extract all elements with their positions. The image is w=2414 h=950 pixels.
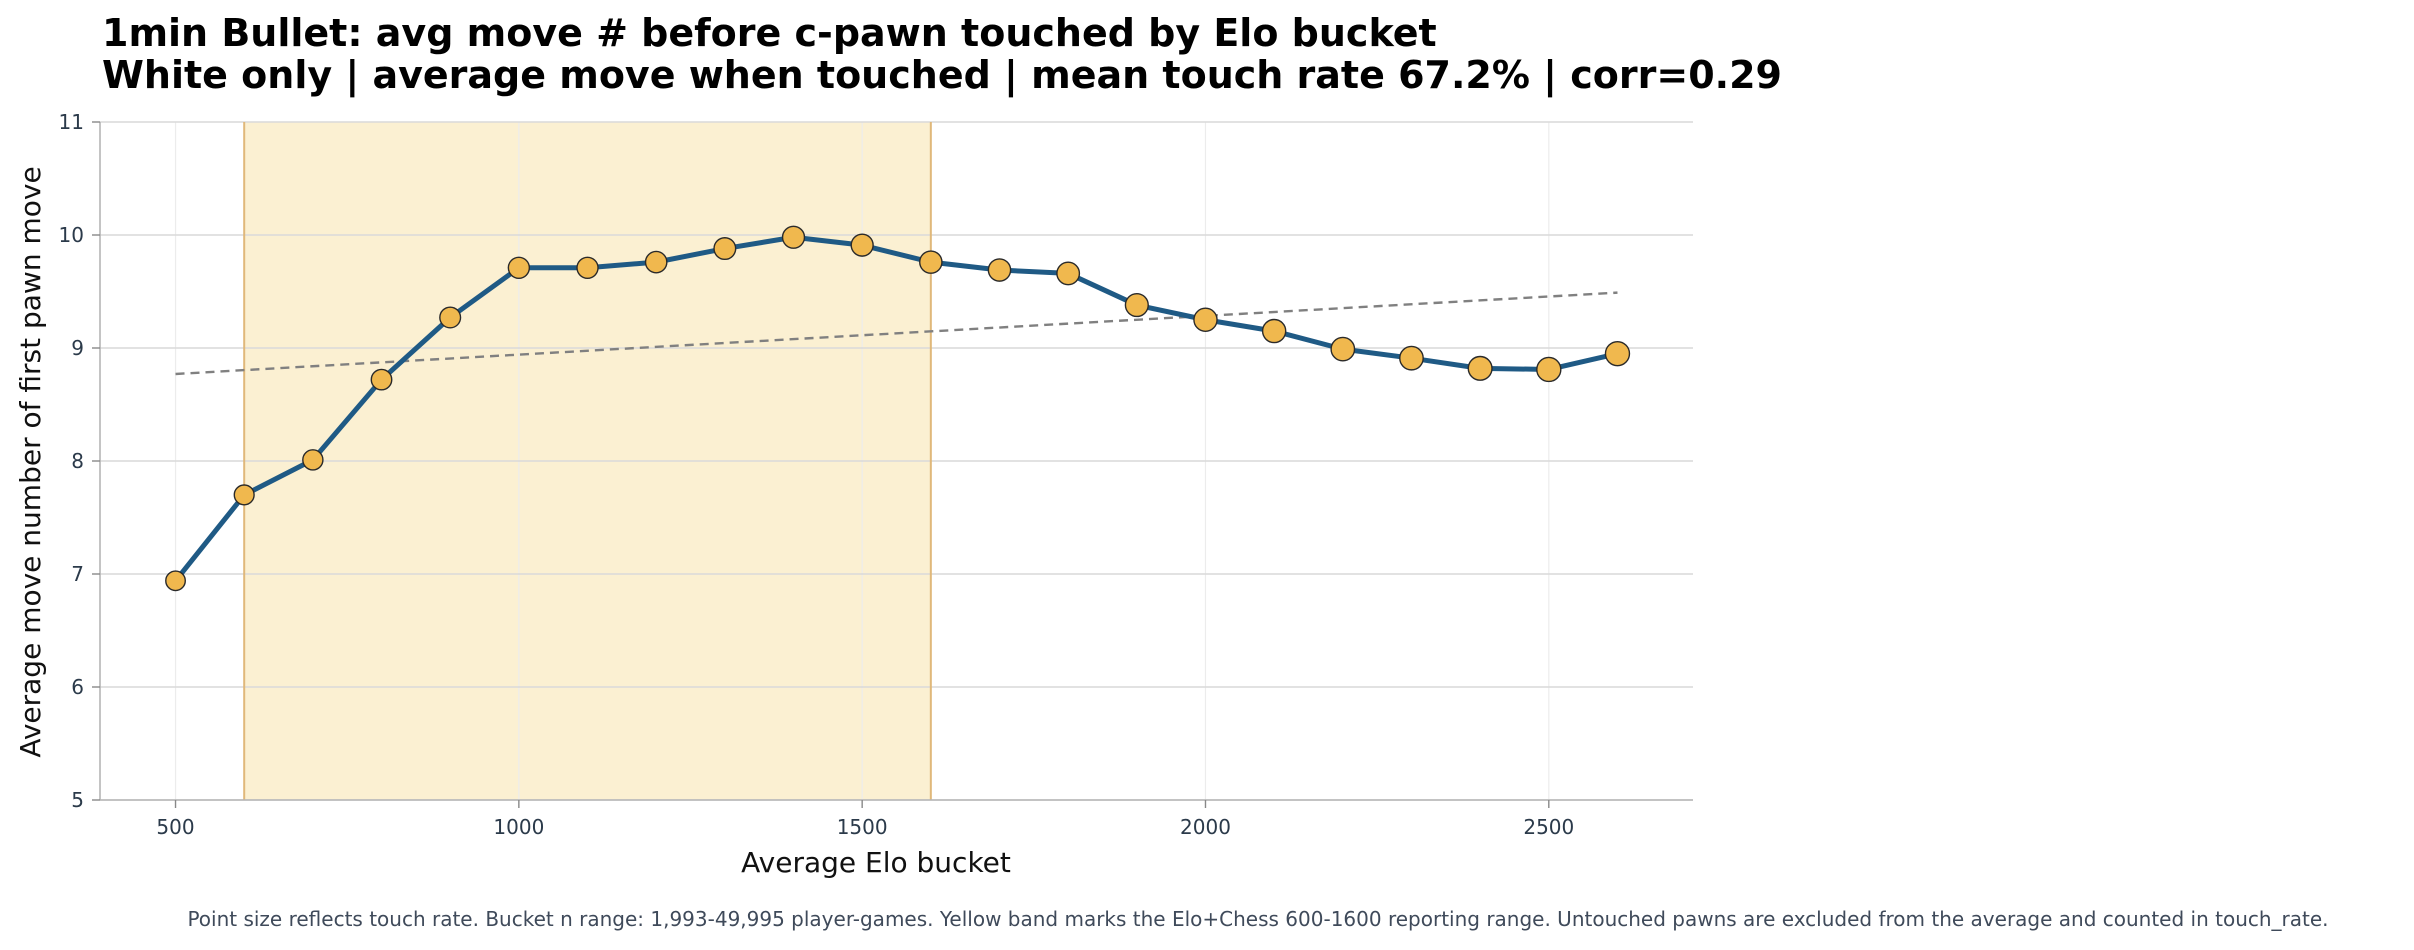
chart-subtitle: White only | average move when touched |… — [102, 53, 1782, 98]
series-line — [173, 234, 1620, 584]
y-tick-label: 11 — [59, 110, 84, 134]
data-point — [233, 484, 255, 506]
chart-footnote: Point size reflects touch rate. Bucket n… — [187, 907, 2328, 931]
plot-area: 500 1000 1500 2000 2500 5 6 7 8 9 10 11 — [59, 110, 1693, 839]
x-tick-label: 1000 — [493, 815, 544, 839]
data-point — [1399, 345, 1424, 371]
y-tick-label: 7 — [71, 562, 84, 586]
data-point — [370, 368, 393, 391]
y-tick-label: 5 — [71, 788, 84, 812]
x-axis-label: Average Elo bucket — [741, 846, 1011, 879]
y-tick-label: 10 — [59, 223, 84, 247]
chart-title: 1min Bullet: avg move # before c-pawn to… — [102, 11, 1437, 55]
data-point — [1604, 340, 1631, 367]
data-point — [302, 449, 324, 471]
x-tick-label: 2000 — [1180, 815, 1231, 839]
data-point — [1536, 356, 1562, 383]
x-tick-label: 2500 — [1523, 815, 1574, 839]
data-point — [507, 256, 531, 279]
data-point — [713, 237, 737, 261]
data-point — [1056, 261, 1081, 286]
x-tick-label: 1500 — [837, 815, 888, 839]
y-tick-label: 8 — [71, 449, 84, 473]
data-point — [919, 250, 943, 274]
data-point — [850, 233, 874, 257]
trend-line — [175, 291, 1618, 376]
data-point — [781, 225, 806, 249]
data-point — [1261, 318, 1287, 344]
y-tick-label: 9 — [71, 336, 84, 360]
y-axis-label: Average move number of first pawn move — [14, 166, 47, 757]
data-point — [644, 250, 668, 274]
data-point — [1467, 355, 1493, 381]
y-tick-label: 6 — [71, 675, 84, 699]
data-point — [987, 258, 1012, 282]
data-point — [165, 570, 186, 592]
x-tick-label: 500 — [156, 815, 194, 839]
data-point — [1124, 292, 1149, 318]
data-point — [1330, 336, 1356, 362]
data-point — [576, 256, 599, 279]
data-point — [1193, 307, 1218, 333]
data-point — [439, 306, 462, 329]
